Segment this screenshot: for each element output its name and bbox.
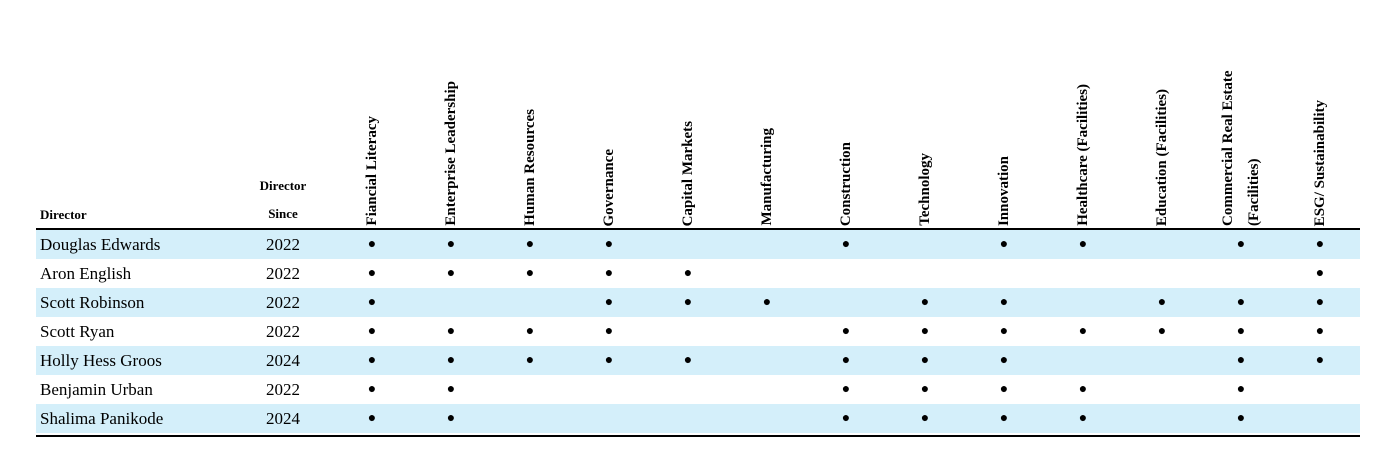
skill-mark: ● [841, 353, 851, 368]
skill-mark: ● [367, 353, 377, 368]
skill-mark: ● [446, 353, 456, 368]
skill-mark: ● [525, 237, 535, 252]
skill-mark: ● [1236, 237, 1246, 252]
skill-header: Human Resources [522, 109, 538, 226]
skill-mark: ● [1157, 295, 1167, 310]
skill-mark: ● [1078, 324, 1088, 339]
skill-mark: ● [525, 353, 535, 368]
table-row: Benjamin Urban 2022 ● ● ● ● ● ● ● [36, 375, 1360, 404]
skill-mark: ● [446, 324, 456, 339]
skill-mark: ● [367, 266, 377, 281]
skill-mark: ● [604, 266, 614, 281]
skill-header: Commercial Real Estate (Facilities) [1220, 70, 1262, 226]
skill-header: Technology [917, 153, 933, 226]
skill-mark: ● [367, 411, 377, 426]
skill-mark: ● [999, 411, 1009, 426]
top-rule [36, 228, 1360, 230]
skill-mark: ● [446, 266, 456, 281]
table-row: Scott Robinson 2022 ● ● ● ● ● ● ● ● ● [36, 288, 1360, 317]
skill-mark: ● [920, 324, 930, 339]
director-name: Aron English [40, 264, 132, 283]
skill-mark: ● [920, 411, 930, 426]
skill-mark: ● [1315, 324, 1325, 339]
skill-mark: ● [683, 295, 693, 310]
skill-mark: ● [367, 324, 377, 339]
bottom-rule [36, 435, 1360, 437]
skill-mark: ● [920, 382, 930, 397]
skill-mark: ● [1236, 382, 1246, 397]
skill-mark: ● [920, 353, 930, 368]
skill-mark: ● [604, 324, 614, 339]
skill-mark: ● [446, 382, 456, 397]
skill-header: Education (Facilities) [1154, 89, 1170, 227]
skill-mark: ● [841, 411, 851, 426]
skill-mark: ● [1078, 411, 1088, 426]
since-year: 2022 [266, 380, 300, 399]
skill-mark: ● [841, 237, 851, 252]
skill-mark: ● [1236, 411, 1246, 426]
director-name: Scott Robinson [40, 293, 145, 312]
skill-mark: ● [999, 324, 1009, 339]
skill-mark: ● [1078, 237, 1088, 252]
skill-header: Manufacturing [759, 128, 775, 226]
skill-mark: ● [762, 295, 772, 310]
skill-mark: ● [683, 353, 693, 368]
director-name: Scott Ryan [40, 322, 115, 341]
skill-header: Innovation [996, 156, 1012, 227]
table-row: Holly Hess Groos 2024 ● ● ● ● ● ● ● ● ● ● [36, 346, 1360, 375]
since-header: Director Since [259, 178, 307, 221]
since-year: 2022 [266, 264, 300, 283]
skill-mark: ● [367, 382, 377, 397]
skill-mark: ● [1315, 353, 1325, 368]
skill-mark: ● [604, 295, 614, 310]
skill-mark: ● [446, 411, 456, 426]
skill-mark: ● [1236, 324, 1246, 339]
skill-mark: ● [1315, 295, 1325, 310]
skill-header: Fiancial Literacy [364, 116, 380, 226]
skill-mark: ● [1236, 353, 1246, 368]
table-row: Scott Ryan 2022 ● ● ● ● ● ● ● ● ● ● ● [36, 317, 1360, 346]
skill-header: Healthcare (Facilities) [1075, 84, 1091, 226]
skill-header: ESG/ Sustainability [1312, 100, 1328, 227]
table-row: Aron English 2022 ● ● ● ● ● ● [36, 259, 1360, 288]
skill-mark: ● [525, 324, 535, 339]
since-year: 2024 [266, 409, 300, 428]
skill-mark: ● [999, 295, 1009, 310]
skill-mark: ● [999, 237, 1009, 252]
skill-mark: ● [841, 324, 851, 339]
skill-mark: ● [1315, 266, 1325, 281]
skill-mark: ● [1315, 237, 1325, 252]
skill-mark: ● [683, 266, 693, 281]
skill-mark: ● [367, 295, 377, 310]
skill-mark: ● [367, 237, 377, 252]
skill-header: Governance [601, 149, 617, 227]
skill-mark: ● [1236, 295, 1246, 310]
director-header: Director [40, 207, 87, 222]
director-name: Shalima Panikode [40, 409, 164, 428]
director-name: Holly Hess Groos [40, 351, 162, 370]
skill-header: Construction [838, 142, 854, 227]
director-name: Benjamin Urban [40, 380, 153, 399]
director-name: Douglas Edwards [40, 235, 161, 254]
table-row: Douglas Edwards 2022 ● ● ● ● ● ● ● ● ● [36, 230, 1360, 259]
since-year: 2022 [266, 293, 300, 312]
skill-mark: ● [604, 353, 614, 368]
table-row: Shalima Panikode 2024 ● ● ● ● ● ● ● [36, 404, 1360, 433]
skill-mark: ● [841, 382, 851, 397]
since-year: 2022 [266, 235, 300, 254]
skill-mark: ● [999, 353, 1009, 368]
skill-mark: ● [1078, 382, 1088, 397]
skill-mark: ● [999, 382, 1009, 397]
skill-mark: ● [525, 266, 535, 281]
skill-header: Capital Markets [680, 121, 696, 227]
since-year: 2024 [266, 351, 300, 370]
skill-mark: ● [1157, 324, 1167, 339]
skill-mark: ● [446, 237, 456, 252]
skill-header: Enterprise Leadership [443, 81, 459, 226]
skill-mark: ● [920, 295, 930, 310]
skill-mark: ● [604, 237, 614, 252]
since-year: 2022 [266, 322, 300, 341]
